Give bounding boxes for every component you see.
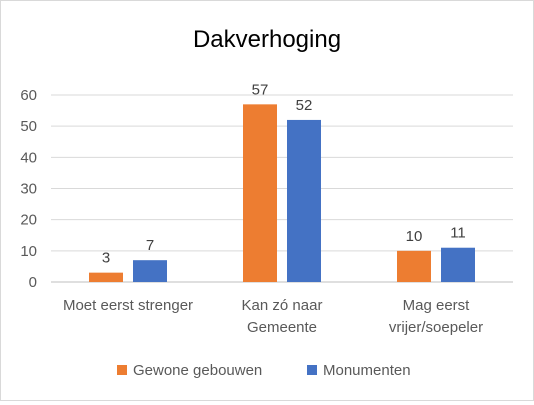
- gridlines: [51, 94, 513, 283]
- y-tick-label: 40: [20, 149, 37, 166]
- bar: [441, 247, 475, 282]
- data-labels: 3 7 57 52 10 11: [102, 81, 466, 266]
- data-label: 10: [406, 228, 423, 245]
- x-tick-label: vrijer/soepeler: [389, 319, 483, 336]
- data-label: 57: [252, 81, 269, 98]
- x-tick-label: Gemeente: [247, 319, 317, 336]
- data-label: 7: [146, 237, 154, 254]
- legend-swatch: [117, 365, 127, 375]
- x-axis-labels: Moet eerst strenger Kan zó naar Gemeente Ma…: [63, 297, 483, 336]
- bar: [89, 272, 123, 282]
- x-tick-label: Kan zó naar: [242, 297, 323, 314]
- y-tick-label: 0: [29, 274, 37, 291]
- legend: Gewone gebouwen Monumenten: [117, 362, 411, 379]
- legend-label: Monumenten: [323, 362, 411, 379]
- data-label: 11: [450, 225, 466, 242]
- bar: [287, 119, 321, 282]
- data-label: 52: [296, 97, 313, 114]
- chart-title: Dakverhoging: [193, 26, 341, 53]
- y-tick-label: 50: [20, 118, 37, 135]
- data-label: 3: [102, 250, 110, 267]
- bars: [89, 104, 475, 282]
- y-axis-ticks: 0 10 20 30 40 50 60: [20, 87, 37, 291]
- y-tick-label: 20: [20, 212, 37, 229]
- x-tick-label: Moet eerst strenger: [63, 297, 193, 314]
- y-tick-label: 30: [20, 181, 37, 198]
- x-tick-label: Mag eerst: [403, 297, 471, 314]
- y-tick-label: 60: [20, 87, 37, 104]
- y-tick-label: 10: [20, 243, 37, 260]
- bar: [133, 260, 167, 282]
- legend-swatch: [307, 365, 317, 375]
- legend-label: Gewone gebouwen: [133, 362, 262, 379]
- bar: [243, 104, 277, 282]
- bar: [397, 250, 431, 282]
